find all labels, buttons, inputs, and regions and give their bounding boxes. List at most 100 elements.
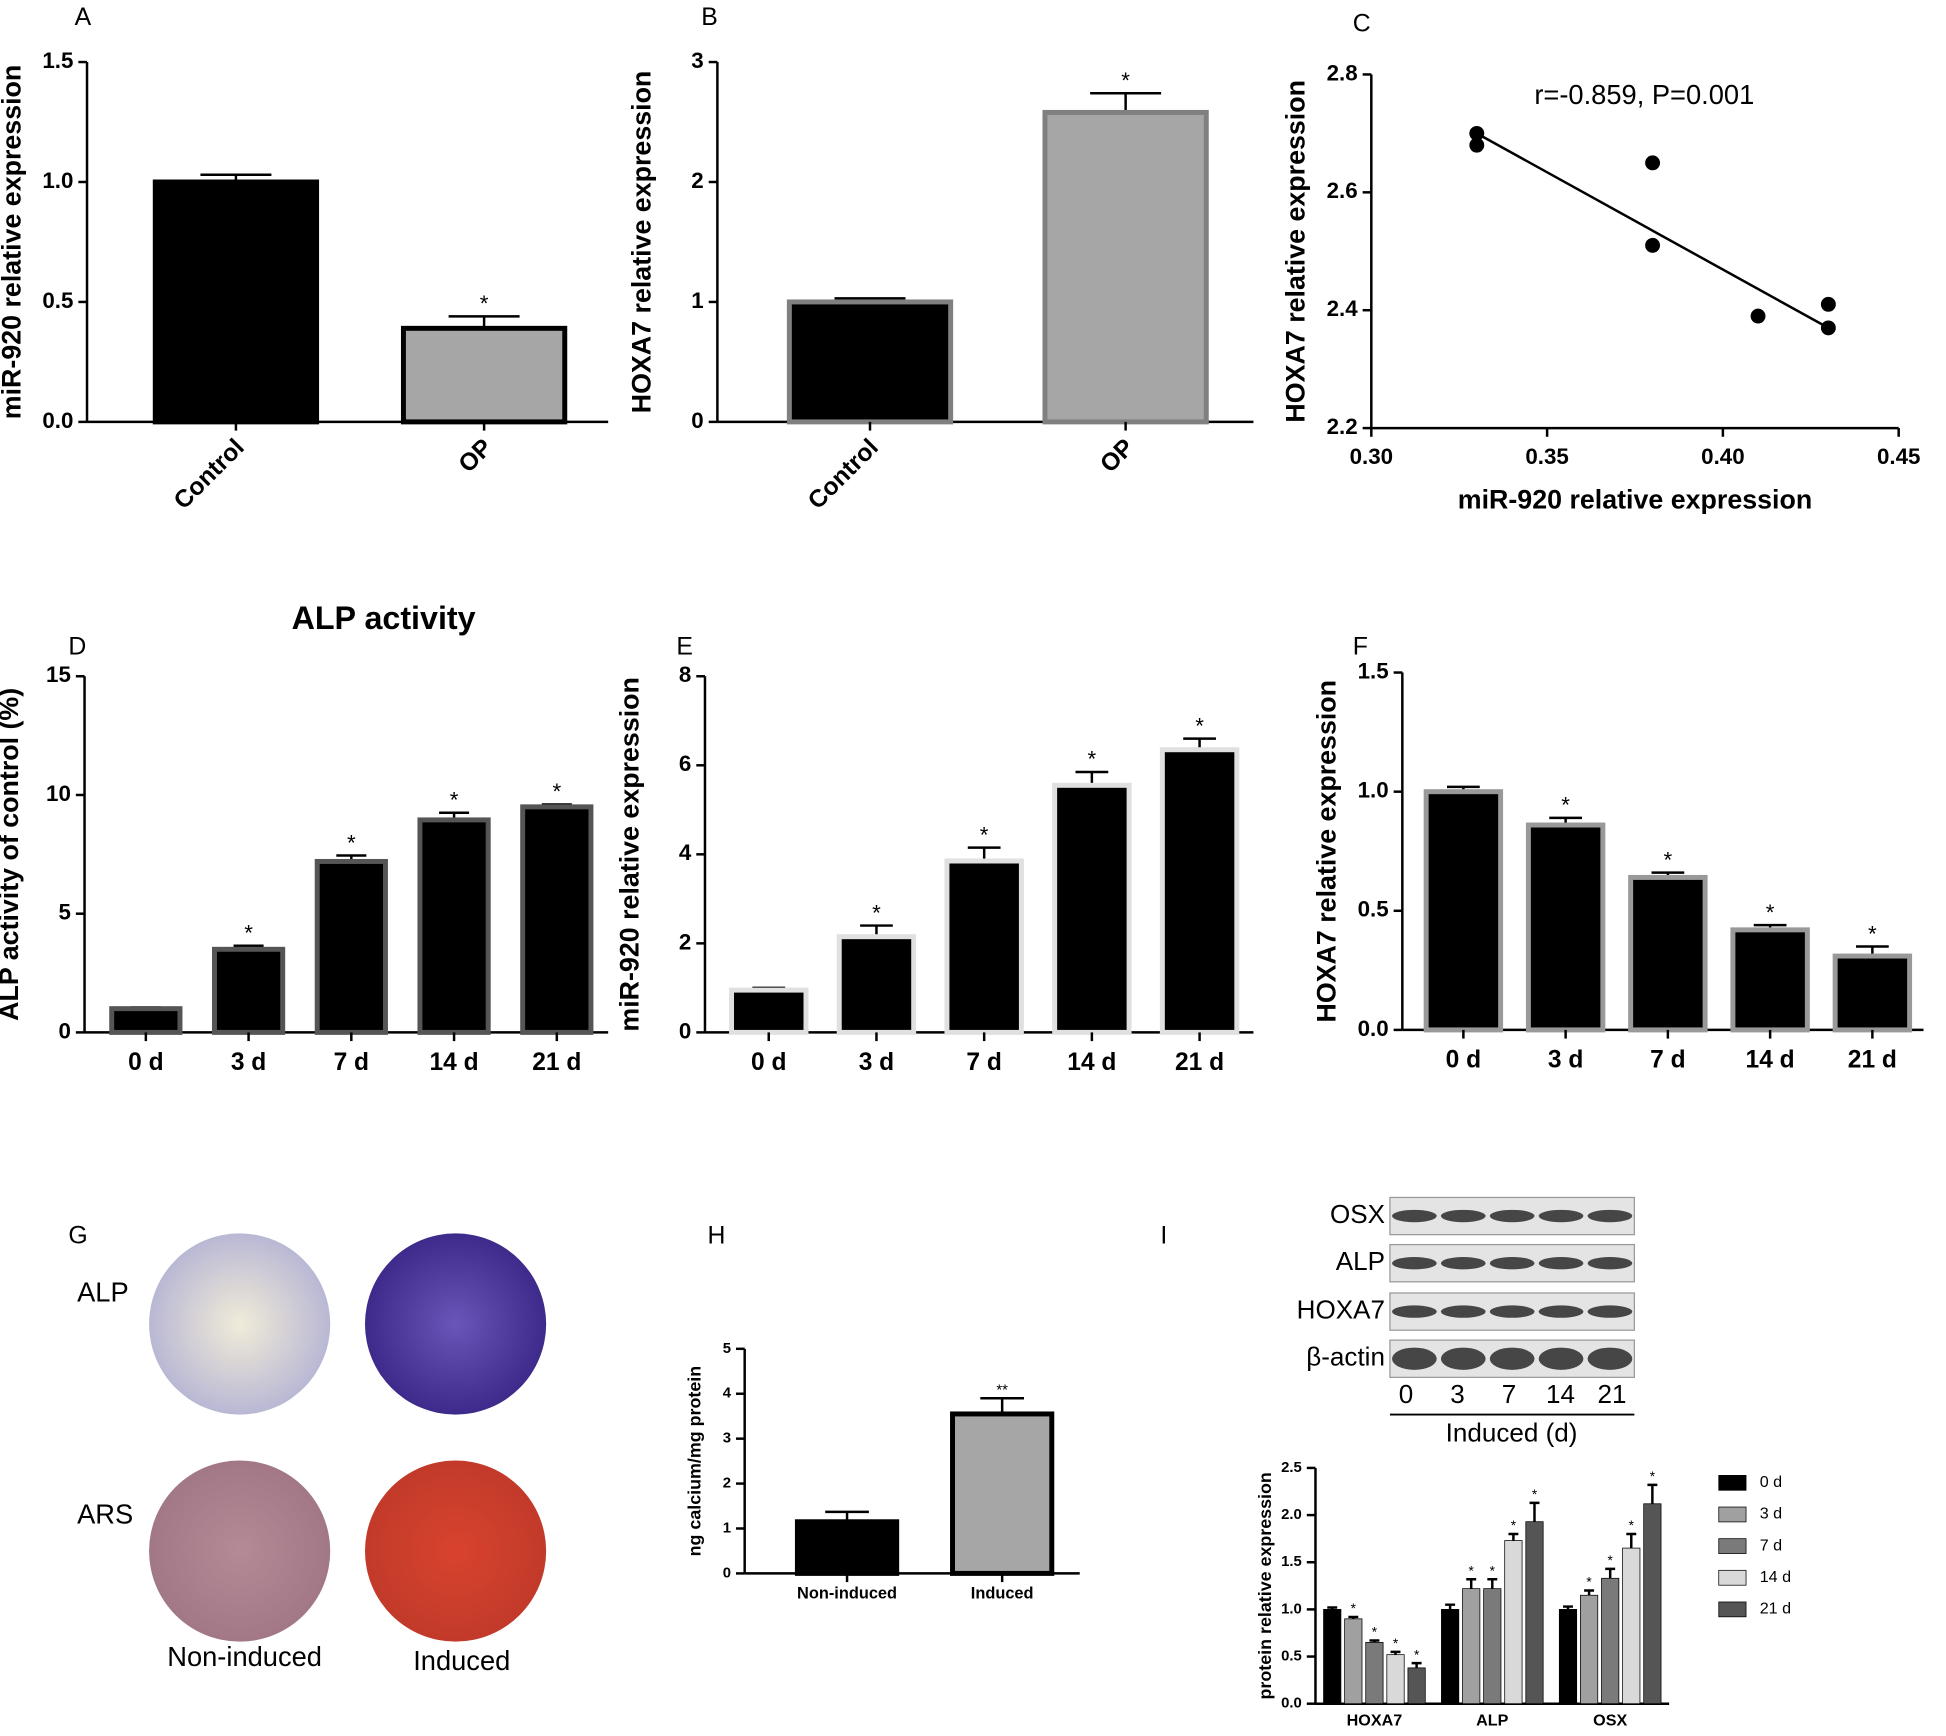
- blot-band: [1538, 1305, 1584, 1318]
- blot-band: [1489, 1305, 1535, 1318]
- y-axis-label: miR-920 relative expression: [0, 65, 26, 420]
- blot-band: [1440, 1209, 1486, 1223]
- point: [1469, 125, 1485, 141]
- significance: *: [1561, 793, 1570, 818]
- row-label: ARS: [77, 1499, 133, 1530]
- error-bar: [1529, 1501, 1540, 1522]
- bar: [1386, 1654, 1405, 1705]
- x-tick-label: 0.45: [1877, 444, 1920, 469]
- error-bar: [1584, 1589, 1595, 1596]
- legend-label: 14 d: [1760, 1568, 1791, 1586]
- y-tick-label: 15: [46, 662, 71, 687]
- y-tick-label: 4: [679, 840, 692, 865]
- y-tick-label: 1.5: [1281, 1554, 1302, 1570]
- x-tick-label: 14 d: [430, 1049, 479, 1076]
- x-tick-label: HOXA7: [1347, 1711, 1403, 1729]
- lane-label: 21: [1598, 1379, 1627, 1409]
- y-axis-label: HOXA7 relative expression: [627, 71, 657, 414]
- bar: [1622, 1547, 1641, 1705]
- bar: [1525, 822, 1606, 1033]
- bar: [152, 179, 320, 425]
- significance: *: [1586, 1575, 1592, 1590]
- bar: [1558, 1609, 1578, 1705]
- significance: *: [1664, 847, 1673, 872]
- y-tick-label: 0: [679, 1018, 691, 1043]
- bar: [1525, 1521, 1544, 1705]
- error-bar: [1466, 1577, 1477, 1589]
- blot-xlabel: Induced (d): [1446, 1417, 1578, 1447]
- y-tick-label: 1.0: [1358, 778, 1389, 803]
- significance: *: [1088, 747, 1097, 772]
- x-tick-label: 0 d: [1446, 1047, 1481, 1074]
- y-tick-label: 1.0: [1281, 1601, 1302, 1617]
- x-tick-label: 21 d: [532, 1049, 581, 1076]
- row-label: ALP: [77, 1276, 129, 1307]
- y-tick-label: 2: [691, 168, 703, 193]
- point: [1645, 237, 1661, 253]
- legend-label: 0 d: [1760, 1473, 1782, 1491]
- significance: *: [980, 822, 989, 847]
- y-tick-label: 0: [723, 1565, 731, 1581]
- y-tick-label: 8: [679, 662, 691, 687]
- blot-band: [1392, 1209, 1437, 1223]
- bar: [729, 987, 809, 1035]
- point: [1820, 320, 1836, 336]
- point: [1750, 308, 1766, 324]
- error-bar: [1626, 1532, 1637, 1549]
- x-tick-label: Induced: [971, 1585, 1034, 1603]
- x-tick-label: 3 d: [231, 1049, 266, 1076]
- error-bar: [1411, 1661, 1422, 1668]
- legend-swatch: [1718, 1475, 1747, 1491]
- blot-band: [1489, 1209, 1535, 1223]
- blot-row-label: OSX: [1330, 1199, 1385, 1229]
- bar: [1042, 109, 1209, 425]
- chart-title: ALP activity: [292, 600, 476, 636]
- error-bar: [1445, 1603, 1456, 1610]
- y-axis-label: HOXA7 relative expression: [1312, 680, 1342, 1023]
- y-tick-label: 0.5: [1358, 897, 1389, 922]
- y-tick-label: 4: [723, 1386, 732, 1402]
- legend-label: 7 d: [1760, 1536, 1782, 1554]
- significance: *: [1121, 68, 1130, 93]
- error-bar: [1090, 91, 1162, 113]
- bar: [211, 946, 286, 1035]
- blot-band: [1587, 1305, 1633, 1318]
- bar: [944, 858, 1024, 1035]
- significance: *: [1511, 1518, 1517, 1533]
- blot-band: [1392, 1305, 1437, 1318]
- panel-label: C: [1353, 10, 1371, 37]
- blot-band: [1587, 1209, 1633, 1223]
- y-tick-label: 2.0: [1281, 1507, 1302, 1523]
- point: [1469, 137, 1485, 153]
- bar: [950, 1411, 1055, 1576]
- bar: [314, 858, 388, 1035]
- bar: [520, 804, 594, 1035]
- bar: [1601, 1577, 1620, 1705]
- panel-label: E: [676, 633, 693, 660]
- y-tick-label: 2.5: [1281, 1460, 1302, 1476]
- y-tick-label: 1: [691, 288, 703, 313]
- y-tick-label: 0.0: [1281, 1696, 1302, 1712]
- panel-label: B: [701, 4, 718, 31]
- y-tick-label: 0.5: [1281, 1648, 1302, 1664]
- x-tick-label: ALP: [1476, 1711, 1508, 1729]
- significance: *: [1351, 1601, 1357, 1616]
- x-axis-label: miR-920 relative expression: [1458, 484, 1813, 514]
- y-tick-label: 0: [58, 1018, 70, 1043]
- bar: [1462, 1588, 1481, 1705]
- y-tick-label: 3: [723, 1431, 731, 1447]
- x-tick-label: Non-induced: [797, 1585, 897, 1603]
- x-tick-label: Control: [803, 434, 884, 515]
- x-tick-label: 14 d: [1067, 1049, 1116, 1076]
- blot-band: [1587, 1347, 1633, 1370]
- x-tick-label: OSX: [1593, 1711, 1627, 1729]
- y-tick-label: 2.6: [1327, 178, 1358, 203]
- y-axis-label: miR-920 relative expression: [614, 677, 644, 1032]
- significance: *: [1393, 1636, 1399, 1651]
- significance: *: [1532, 1487, 1538, 1502]
- panel-label: H: [707, 1223, 725, 1250]
- bar: [109, 1006, 183, 1035]
- y-tick-label: 0.0: [42, 408, 73, 433]
- bar: [1832, 953, 1913, 1033]
- blot-band: [1587, 1256, 1633, 1270]
